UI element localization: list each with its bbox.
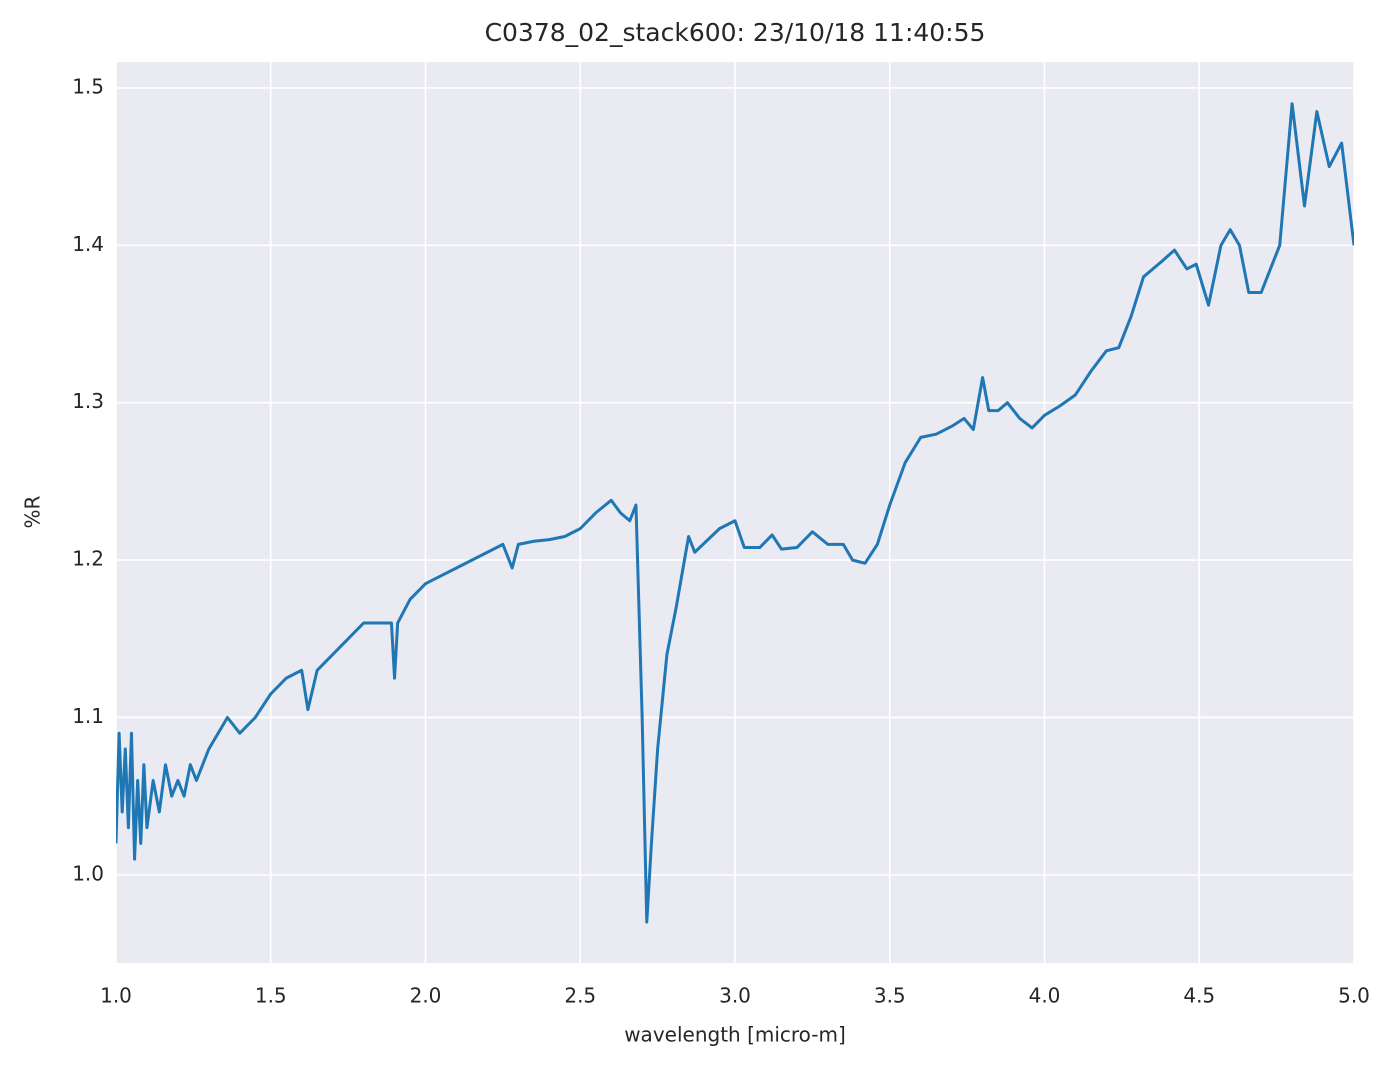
y-axis-label: %R [21, 495, 45, 528]
y-tick-label: 1.0 [72, 861, 104, 885]
x-axis-label: wavelength [micro-m] [624, 1023, 846, 1047]
chart-title: C0378_02_stack600: 23/10/18 11:40:55 [485, 18, 986, 47]
y-tick-label: 1.1 [72, 704, 104, 728]
x-tick-label: 2.5 [564, 984, 596, 1008]
x-tick-label: 4.0 [1029, 984, 1061, 1008]
y-tick-label: 1.4 [72, 232, 104, 256]
x-tick-label: 5.0 [1338, 984, 1370, 1008]
x-tick-label: 4.5 [1183, 984, 1215, 1008]
y-tick-label: 1.3 [72, 389, 104, 413]
x-tick-label: 3.0 [719, 984, 751, 1008]
x-tick-label: 2.0 [410, 984, 442, 1008]
x-tick-label: 1.5 [255, 984, 287, 1008]
x-tick-label: 1.0 [100, 984, 132, 1008]
line-series [116, 102, 1354, 924]
y-tick-label: 1.5 [72, 74, 104, 98]
x-tick-label: 3.5 [874, 984, 906, 1008]
y-tick-label: 1.2 [72, 547, 104, 571]
